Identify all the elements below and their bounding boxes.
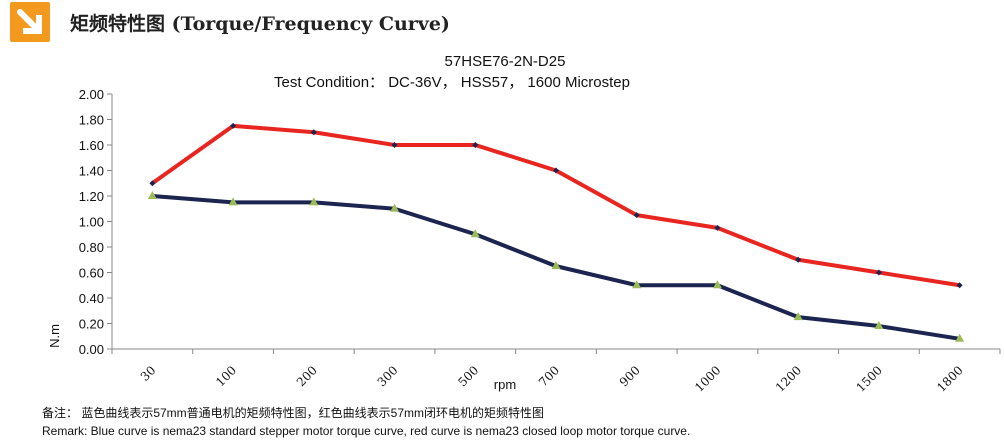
y-tick-label: 2.00	[79, 87, 104, 102]
x-tick-label: 200	[294, 363, 320, 389]
data-point-marker	[714, 224, 721, 231]
arrow-down-right-icon	[17, 9, 42, 34]
x-tick-label: 1800	[934, 363, 965, 394]
x-tick-label: 900	[617, 363, 643, 389]
x-tick-label: 1500	[854, 363, 885, 394]
data-point-marker	[310, 129, 317, 136]
y-tick-label: 1.00	[79, 215, 104, 230]
x-tick-label: 1000	[692, 363, 723, 394]
data-point-marker	[470, 229, 480, 238]
data-point-marker	[712, 280, 722, 289]
x-tick-label: 30	[138, 363, 159, 384]
footnote-chinese: 备注： 蓝色曲线表示57mm普通电机的矩频特性图，红色曲线表示57mm闭环电机的…	[42, 406, 545, 420]
data-point-marker	[147, 191, 157, 199]
data-point-marker	[228, 197, 238, 206]
data-point-marker	[472, 142, 479, 148]
header-badge	[10, 2, 50, 42]
data-point-marker	[391, 142, 398, 148]
x-axis-label: rpm	[494, 377, 516, 392]
y-tick-label: 1.80	[79, 113, 104, 128]
data-point-marker	[633, 212, 640, 219]
y-tick-label: 1.60	[79, 138, 104, 153]
x-tick-label: 700	[536, 363, 562, 389]
data-point-marker	[390, 203, 400, 212]
data-point-marker	[955, 333, 965, 342]
y-tick-label: 0.80	[79, 240, 104, 255]
data-point-marker	[874, 321, 884, 330]
x-tick-label: 100	[213, 363, 239, 389]
data-point-marker	[793, 312, 803, 321]
data-point-marker	[956, 282, 963, 289]
x-tick-label: 1200	[773, 363, 804, 394]
chart-title: 57HSE76-2N-D25	[445, 53, 566, 70]
data-point-marker	[309, 197, 319, 206]
footnote-english: Remark: Blue curve is nema23 standard st…	[42, 424, 691, 438]
data-point-marker	[149, 180, 156, 187]
y-tick-label: 1.40	[79, 164, 104, 179]
y-tick-label: 0.00	[79, 342, 104, 357]
y-tick-label: 0.20	[79, 317, 104, 332]
x-tick-label: 500	[455, 363, 481, 389]
y-tick-label: 1.20	[79, 189, 104, 204]
data-point-marker	[230, 122, 237, 129]
torque-frequency-chart: 57HSE76-2N-D25 Test Condition： DC-36V， HS…	[47, 53, 1001, 395]
data-point-marker	[875, 269, 882, 276]
x-tick-label: 300	[375, 363, 401, 389]
y-tick-label: 0.60	[79, 266, 104, 281]
section-header: 矩频特性图 (Torque/Frequency Curve)	[0, 0, 1004, 44]
section-title: 矩频特性图 (Torque/Frequency Curve)	[70, 13, 450, 35]
data-point-marker	[553, 167, 559, 174]
data-point-marker	[632, 280, 642, 289]
y-tick-label: 0.40	[79, 291, 104, 306]
data-point-marker	[795, 256, 802, 263]
y-axis-label: N.m	[47, 324, 62, 348]
chart-subtitle: Test Condition： DC-36V， HSS57， 1600 Micr…	[274, 74, 630, 91]
data-point-marker	[551, 261, 561, 270]
